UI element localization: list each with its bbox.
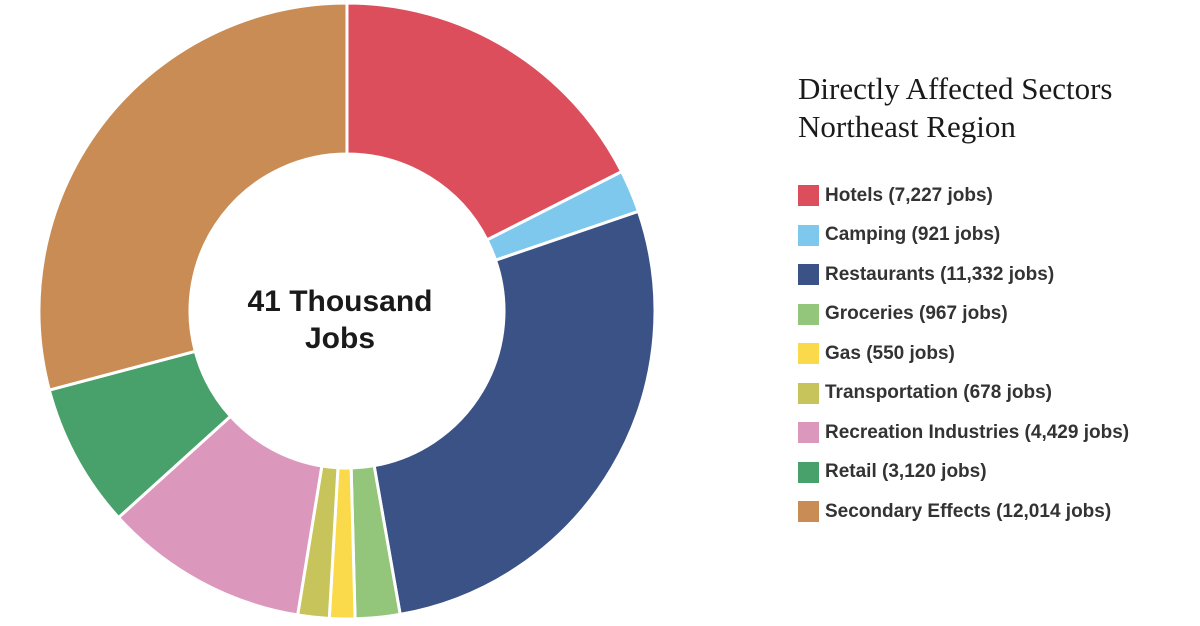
legend-label-recreation-industries: Recreation Industries (4,429 jobs) xyxy=(825,421,1130,443)
legend-label-secondary-effects: Secondary Effects (12,014 jobs) xyxy=(825,500,1112,522)
center-label-line-2: Jobs xyxy=(305,322,375,355)
legend-swatch-restaurants xyxy=(798,264,819,286)
legend-label-hotels: Hotels (7,227 jobs) xyxy=(825,184,993,206)
legend-item-retail: Retail (3,120 jobs) xyxy=(798,453,1193,493)
legend-swatch-recreation-industries xyxy=(798,422,819,444)
donut-chart-svg: 41 Thousand Jobs xyxy=(37,1,657,621)
legend-swatch-transportation xyxy=(798,382,819,404)
legend-item-secondary-effects: Secondary Effects (12,014 jobs) xyxy=(798,492,1193,532)
legend-item-groceries: Groceries (967 jobs) xyxy=(798,295,1193,335)
legend-label-retail: Retail (3,120 jobs) xyxy=(825,461,987,483)
legend-item-camping: Camping (921 jobs) xyxy=(798,216,1193,256)
legend-item-gas: Gas (550 jobs) xyxy=(798,334,1193,374)
legend-item-hotels: Hotels (7,227 jobs) xyxy=(798,176,1193,216)
center-label-line-1: 41 Thousand xyxy=(247,285,432,318)
legend-swatch-groceries xyxy=(798,303,819,325)
legend-item-transportation: Transportation (678 jobs) xyxy=(798,374,1193,414)
legend-item-restaurants: Restaurants (11,332 jobs) xyxy=(798,255,1193,295)
slice-restaurants xyxy=(372,209,657,617)
legend-swatch-secondary-effects xyxy=(798,501,819,523)
chart-subtitle: Northeast Region xyxy=(798,109,1016,144)
legend-swatch-gas xyxy=(798,343,819,365)
legend-label-restaurants: Restaurants (11,332 jobs) xyxy=(825,263,1055,285)
legend: Directly Affected Sectors Northeast Regi… xyxy=(798,70,1193,532)
legend-label-camping: Camping (921 jobs) xyxy=(825,224,1001,246)
legend-list: Hotels (7,227 jobs) Camping (921 jobs) Res… xyxy=(798,176,1193,532)
slice-secondary-effects xyxy=(37,1,349,392)
legend-label-transportation: Transportation (678 jobs) xyxy=(825,382,1052,404)
legend-swatch-camping xyxy=(798,224,819,246)
legend-label-gas: Gas (550 jobs) xyxy=(825,342,955,364)
slice-hotels xyxy=(345,1,624,242)
legend-swatch-retail xyxy=(798,461,819,483)
legend-swatch-hotels xyxy=(798,185,819,207)
legend-item-recreation-industries: Recreation Industries (4,429 jobs) xyxy=(798,413,1193,453)
legend-label-groceries: Groceries (967 jobs) xyxy=(825,303,1008,325)
donut-slices xyxy=(37,1,657,621)
donut-chart: 41 Thousand Jobs xyxy=(37,1,657,621)
chart-title: Directly Affected Sectors xyxy=(798,71,1113,106)
